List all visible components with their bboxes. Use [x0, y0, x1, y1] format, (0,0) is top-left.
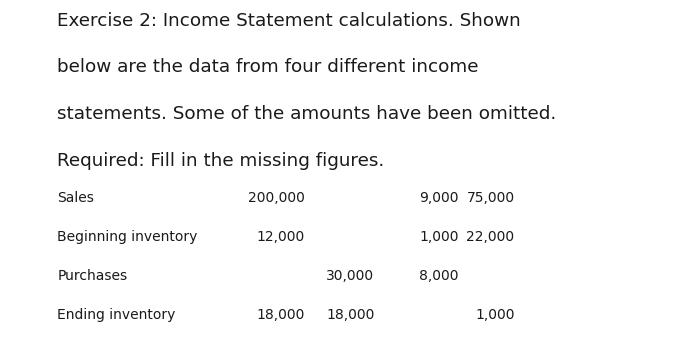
Text: 1,000: 1,000 — [419, 230, 459, 244]
Text: 1,000: 1,000 — [475, 308, 514, 321]
Text: 18,000: 18,000 — [326, 308, 375, 321]
Text: 12,000: 12,000 — [256, 230, 304, 244]
Text: Sales: Sales — [57, 191, 94, 205]
Text: 9,000: 9,000 — [419, 191, 459, 205]
Text: Ending inventory: Ending inventory — [57, 308, 176, 321]
Text: 8,000: 8,000 — [419, 269, 459, 283]
Text: 75,000: 75,000 — [466, 191, 514, 205]
Text: Purchases: Purchases — [57, 269, 127, 283]
Text: Required: Fill in the missing figures.: Required: Fill in the missing figures. — [57, 152, 385, 170]
Text: 22,000: 22,000 — [466, 230, 514, 244]
Text: statements. Some of the amounts have been omitted.: statements. Some of the amounts have bee… — [57, 105, 557, 123]
Text: 30,000: 30,000 — [326, 269, 375, 283]
Text: below are the data from four different income: below are the data from four different i… — [57, 58, 479, 76]
Text: Exercise 2: Income Statement calculations. Shown: Exercise 2: Income Statement calculation… — [57, 12, 521, 30]
Text: 18,000: 18,000 — [256, 308, 304, 321]
Text: Beginning inventory: Beginning inventory — [57, 230, 198, 244]
Text: 200,000: 200,000 — [248, 191, 304, 205]
